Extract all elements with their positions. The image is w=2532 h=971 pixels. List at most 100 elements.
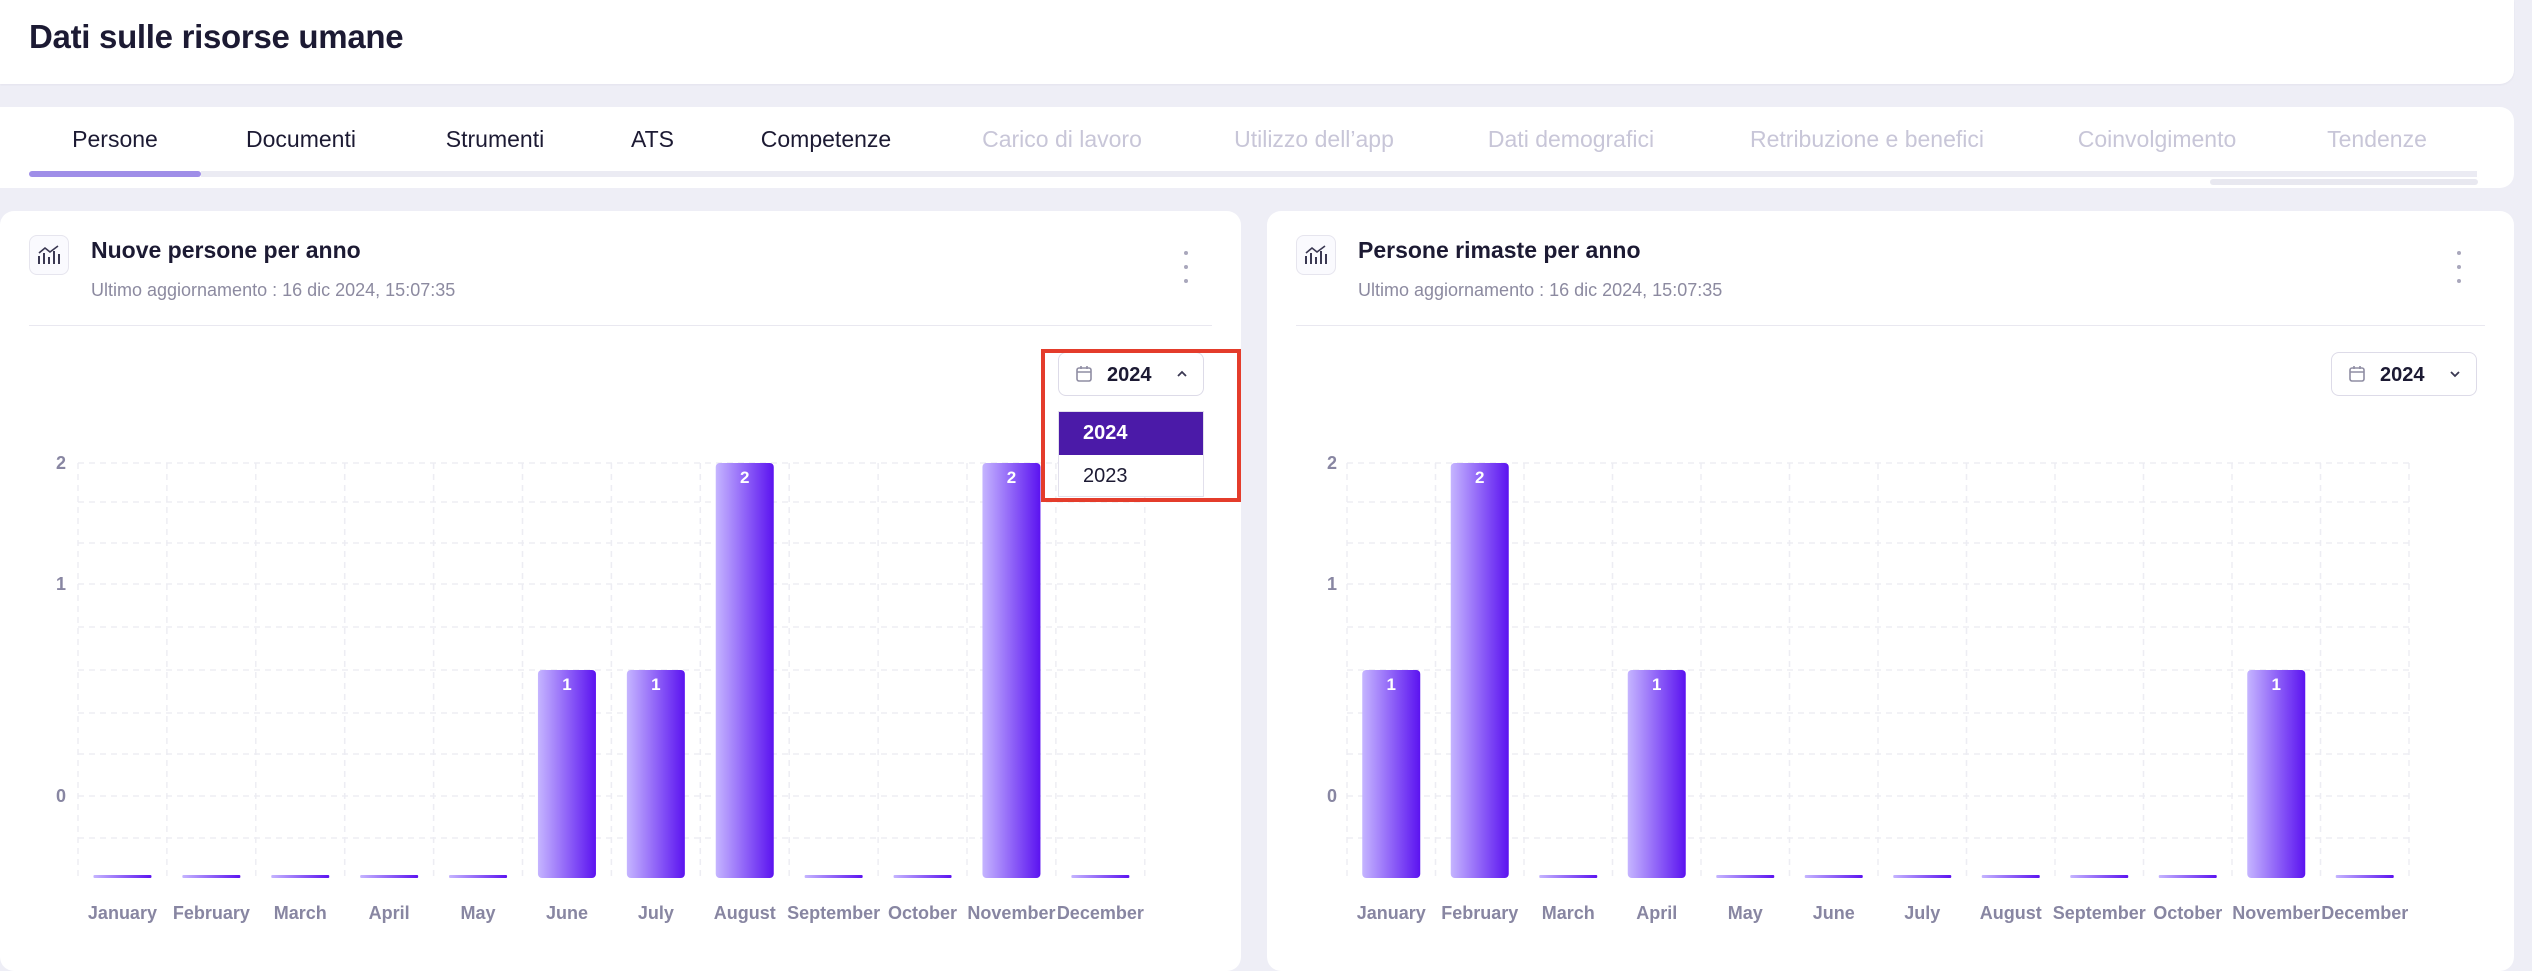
tab-documenti[interactable]: Documenti (246, 126, 356, 152)
bar-june[interactable] (537, 670, 596, 878)
bar-october[interactable] (2158, 875, 2217, 878)
tab-competenze[interactable]: Competenze (760, 126, 892, 152)
bar-june[interactable] (1804, 875, 1863, 878)
dropdown-option-2024[interactable]: 2024 (1059, 412, 1203, 455)
tab-active-indicator (29, 171, 201, 177)
dropdown-option-2023[interactable]: 2023 (1083, 465, 1128, 487)
bar-december[interactable] (1071, 875, 1130, 878)
bar-november[interactable] (982, 463, 1041, 878)
chart-grid (1346, 462, 2410, 878)
bar-april[interactable] (1627, 670, 1686, 878)
card-title: Nuove persone per anno (91, 237, 361, 263)
bar-august[interactable] (715, 463, 774, 878)
tab-carico-di-lavoro: Carico di lavoro (982, 126, 1142, 152)
x-tick-label: October (888, 903, 957, 923)
bar-march[interactable] (1539, 875, 1598, 878)
bar-value-label: 1 (1652, 675, 1661, 694)
y-tick-label: 2 (56, 453, 66, 473)
tabs-bar: Persone Documenti Strumenti ATS Competen… (0, 107, 2514, 188)
chart-icon (1296, 235, 1336, 275)
chart-grid (77, 462, 1146, 878)
last-updated: Ultimo aggiornamento : 16 dic 2024, 15:0… (91, 280, 456, 300)
tab-retribuzione-benefici: Retribuzione e benefici (1750, 126, 1984, 152)
tabs-scrollbar[interactable] (2210, 179, 2478, 185)
x-tick-label: May (461, 903, 496, 923)
bar-september[interactable] (2070, 875, 2129, 878)
bar-january[interactable] (1362, 670, 1421, 878)
chevron-down-icon (2450, 371, 2460, 378)
x-tick-label: December (2321, 903, 2408, 923)
bar-september[interactable] (804, 875, 863, 878)
tab-strumenti[interactable]: Strumenti (445, 126, 545, 152)
calendar-icon (1076, 366, 1092, 382)
last-updated: Ultimo aggiornamento : 16 dic 2024, 15:0… (1358, 280, 1723, 300)
tab-track (201, 171, 2477, 177)
bar-august[interactable] (1981, 875, 2040, 878)
x-tick-label: March (274, 903, 327, 923)
tab-persone[interactable]: Persone (72, 126, 158, 152)
card-title: Persone rimaste per anno (1358, 237, 1641, 263)
bar-value-label: 1 (2272, 675, 2281, 694)
bar-value-label: 1 (562, 675, 571, 694)
bar-value-label: 2 (1007, 468, 1016, 487)
bar-march[interactable] (271, 875, 330, 878)
bar-february[interactable] (182, 875, 241, 878)
divider (29, 325, 1212, 326)
year-select[interactable]: 2024 (2331, 352, 2477, 396)
x-tick-label: April (1636, 903, 1677, 923)
x-tick-label: December (1057, 903, 1144, 923)
bar-october[interactable] (893, 875, 952, 878)
chart-persone-rimaste: 0 1 2 1 January 2 February March 1 April May June Ju… (1327, 453, 2410, 923)
bar-may[interactable] (449, 875, 508, 878)
x-tick-label: August (714, 903, 776, 923)
x-tick-label: March (1542, 903, 1595, 923)
tab-tendenze: Tendenze (2327, 126, 2427, 152)
y-tick-label: 0 (1327, 786, 1337, 806)
chevron-up-icon (1177, 370, 1187, 377)
tab-coinvolgimento: Coinvolgimento (2077, 126, 2237, 152)
x-tick-label: November (967, 903, 1055, 923)
page-header: Dati sulle risorse umane (0, 0, 2514, 84)
x-tick-label: September (2053, 903, 2146, 923)
x-tick-label: February (1441, 903, 1518, 923)
tab-dati-demografici: Dati demografici (1487, 126, 1655, 152)
y-tick-label: 0 (56, 786, 66, 806)
bar-april[interactable] (360, 875, 419, 878)
bar-november[interactable] (2247, 670, 2306, 878)
x-tick-label: April (369, 903, 410, 923)
x-tick-label: May (1728, 903, 1763, 923)
x-tick-label: October (2153, 903, 2222, 923)
tab-ats[interactable]: ATS (630, 126, 675, 152)
x-tick-label: June (546, 903, 588, 923)
bar-february[interactable] (1450, 463, 1509, 878)
bar-january[interactable] (93, 875, 152, 878)
bar-july[interactable] (626, 670, 685, 878)
bar-value-label: 2 (1475, 468, 1484, 487)
bar-value-label: 1 (1387, 675, 1396, 694)
bar-value-label: 1 (651, 675, 660, 694)
calendar-icon (2349, 366, 2365, 382)
x-tick-label: September (787, 903, 880, 923)
bar-december[interactable] (2335, 875, 2394, 878)
more-options-icon[interactable] (2451, 251, 2467, 283)
x-tick-label: July (638, 903, 674, 923)
x-tick-label: July (1904, 903, 1940, 923)
bar-july[interactable] (1893, 875, 1952, 878)
year-value: 2024 (1107, 364, 1152, 386)
x-tick-label: November (2232, 903, 2320, 923)
chart-nuove-persone: 0 1 2 January February March April May 1 June 1 Jul… (56, 453, 1146, 923)
y-tick-label: 1 (1327, 574, 1337, 594)
year-dropdown-menu: 2024 2023 (1058, 411, 1204, 497)
x-tick-label: August (1980, 903, 2042, 923)
year-select[interactable]: 2024 (1058, 352, 1204, 396)
chart-icon (29, 235, 69, 275)
card-persone-rimaste: Persone rimaste per anno Ultimo aggiorna… (1267, 211, 2514, 971)
divider (1296, 325, 2485, 326)
x-tick-label: January (1357, 903, 1426, 923)
y-tick-label: 2 (1327, 453, 1337, 473)
x-tick-label: February (173, 903, 250, 923)
bar-may[interactable] (1716, 875, 1775, 878)
card-nuove-persone: Nuove persone per anno Ultimo aggiorname… (0, 211, 1241, 971)
more-options-icon[interactable] (1178, 251, 1194, 283)
x-tick-label: January (88, 903, 157, 923)
